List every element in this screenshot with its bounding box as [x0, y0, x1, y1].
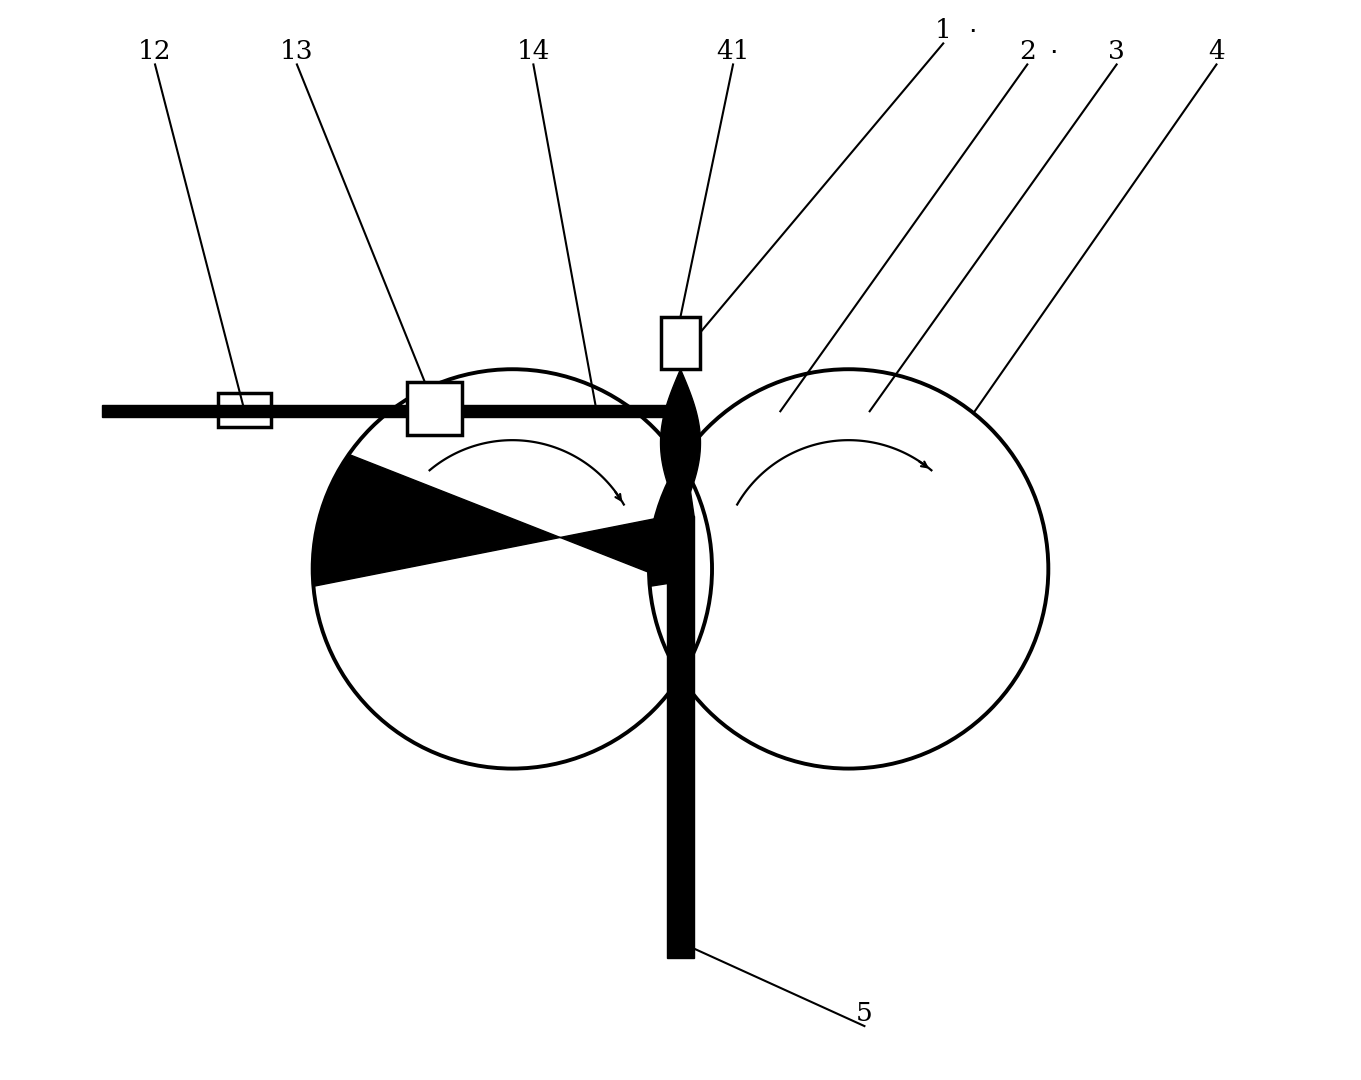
Text: 1: 1 [935, 18, 951, 43]
Text: 41: 41 [716, 40, 750, 65]
Text: .: . [1049, 33, 1057, 59]
Text: 5: 5 [856, 1001, 872, 1026]
Bar [660, 316, 700, 369]
Bar [218, 393, 271, 427]
Polygon shape [660, 369, 701, 516]
Bar [102, 405, 670, 417]
Text: 14: 14 [517, 40, 550, 65]
Polygon shape [313, 455, 667, 586]
Bar [667, 516, 694, 958]
Text: 13: 13 [280, 40, 314, 65]
Text: 3: 3 [1108, 40, 1126, 65]
Text: 12: 12 [139, 40, 171, 65]
Text: .: . [968, 12, 976, 38]
Bar [407, 382, 463, 435]
Polygon shape [649, 455, 694, 586]
Text: 2: 2 [1019, 40, 1036, 65]
Text: 4: 4 [1209, 40, 1225, 65]
